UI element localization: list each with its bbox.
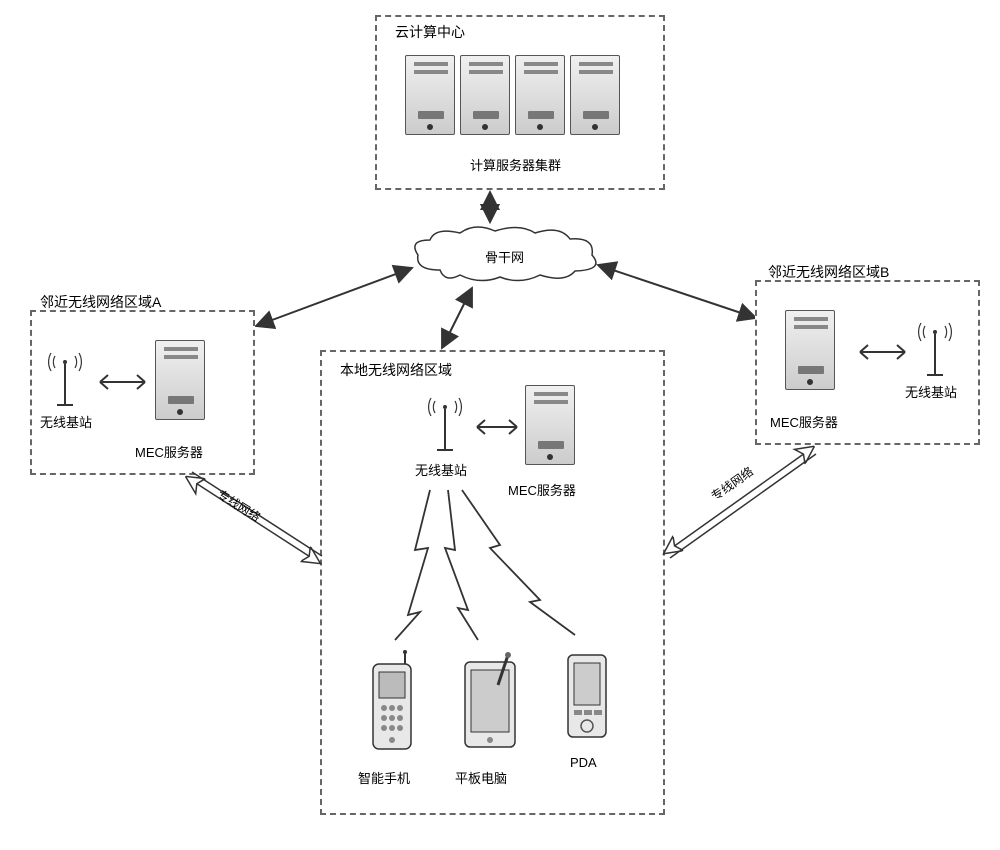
zone-b-antenna-label: 无线基站 [905,382,957,401]
cloud-center-title: 云计算中心 [395,22,465,42]
backbone-label: 骨干网 [485,247,524,266]
zone-b-server-label: MEC服务器 [770,412,838,431]
local-server-label: MEC服务器 [508,480,576,499]
zone-a-title: 邻近无线网络区域A [40,292,161,312]
local-server [525,385,575,475]
zone-a-bidir-icon [95,370,150,397]
zone-a-antenna-icon [45,350,85,410]
zone-a-antenna-label: 无线基站 [40,412,92,431]
cluster-label: 计算服务器集群 [470,155,561,174]
local-antenna-label: 无线基站 [415,460,467,479]
zone-b-title: 邻近无线网络区域B [768,262,889,282]
smartphone-label: 智能手机 [358,768,410,787]
dedicated-link-right-label: 专线网络 [707,463,756,504]
cluster-server-2 [460,55,510,145]
tablet-icon [460,650,525,758]
zone-a-server-label: MEC服务器 [135,442,203,461]
cluster-server-3 [515,55,565,145]
dedicated-link-left-label: 专线网络 [214,486,264,526]
smartphone-icon [365,650,420,758]
cluster-server-4 [570,55,620,145]
pda-icon [560,650,615,748]
local-antenna-icon [425,395,465,455]
zone-b-server [785,310,835,400]
local-bidir-icon [472,415,522,442]
zone-b-antenna-icon [915,320,955,380]
tablet-label: 平板电脑 [455,768,507,787]
zone-b-bidir-icon [855,340,910,367]
zone-a-server [155,340,205,430]
cluster-server-1 [405,55,455,145]
local-zone-title: 本地无线网络区域 [340,360,452,380]
pda-label: PDA [570,755,597,770]
